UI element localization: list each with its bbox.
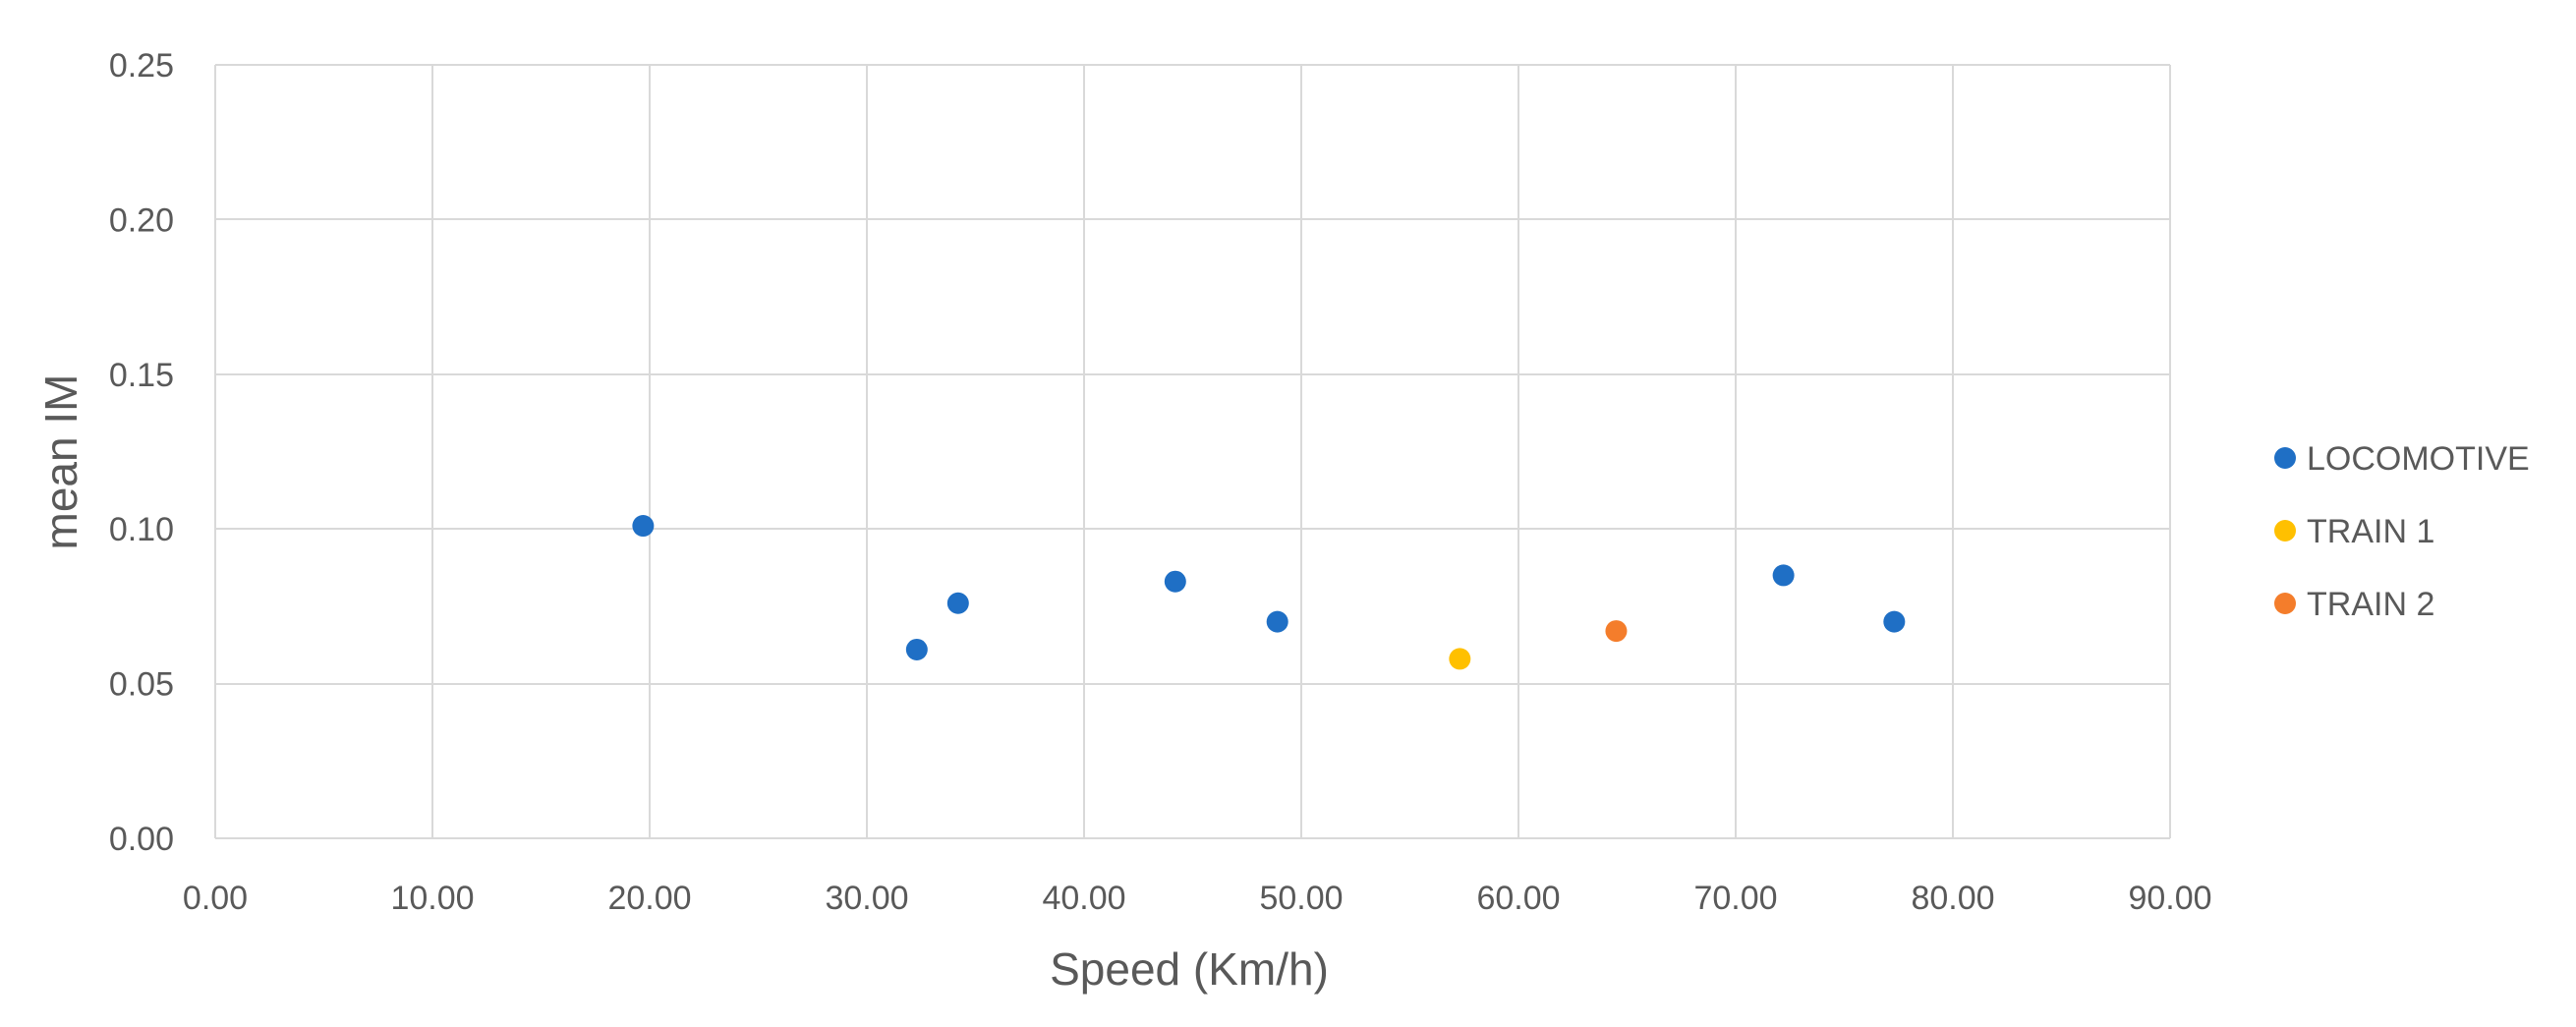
x-tick-label: 10.00: [390, 880, 474, 917]
x-tick-label: 60.00: [1476, 880, 1560, 917]
y-tick-label: 0.25: [109, 47, 174, 85]
x-tick-label: 90.00: [2128, 880, 2211, 917]
x-tick-label: 50.00: [1259, 880, 1343, 917]
x-axis-title: Speed (Km/h): [1050, 943, 1329, 995]
legend-marker: [2274, 593, 2296, 614]
x-tick-label: 0.00: [183, 880, 248, 917]
grid: [214, 64, 2171, 839]
x-axis-ticks: 0.00 10.00 20.00 30.00 40.00 50.00 60.00 70.00 8…: [183, 880, 2212, 917]
y-tick-label: 0.15: [109, 357, 174, 394]
y-axis-ticks: 0.00 0.05 0.10 0.15 0.20 0.25: [109, 47, 174, 858]
x-tick-label: 70.00: [1693, 880, 1777, 917]
y-tick-label: 0.10: [109, 511, 174, 548]
legend: LOCOMOTIVE TRAIN 1 TRAIN 2: [2274, 440, 2530, 623]
legend-marker: [2274, 447, 2296, 469]
y-tick-label: 0.05: [109, 666, 174, 704]
data-point: [1772, 564, 1795, 587]
x-tick-label: 80.00: [1911, 880, 1994, 917]
data-points: [632, 515, 1906, 670]
x-tick-label: 30.00: [825, 880, 908, 917]
y-tick-label: 0.00: [109, 821, 174, 858]
legend-label: TRAIN 2: [2307, 586, 2434, 623]
y-tick-label: 0.20: [109, 201, 174, 239]
x-tick-label: 20.00: [607, 880, 691, 917]
y-axis-title: mean IM: [35, 374, 86, 550]
data-point: [905, 638, 928, 660]
legend-marker: [2274, 520, 2296, 542]
legend-label: LOCOMOTIVE: [2307, 440, 2530, 478]
legend-label: TRAIN 1: [2307, 513, 2434, 550]
data-point: [1449, 648, 1471, 670]
data-point: [1164, 570, 1186, 593]
data-point: [1266, 610, 1288, 633]
data-point: [1883, 610, 1906, 633]
data-point: [632, 515, 655, 538]
x-tick-label: 40.00: [1042, 880, 1125, 917]
data-point: [946, 592, 969, 614]
data-point: [1605, 620, 1628, 643]
